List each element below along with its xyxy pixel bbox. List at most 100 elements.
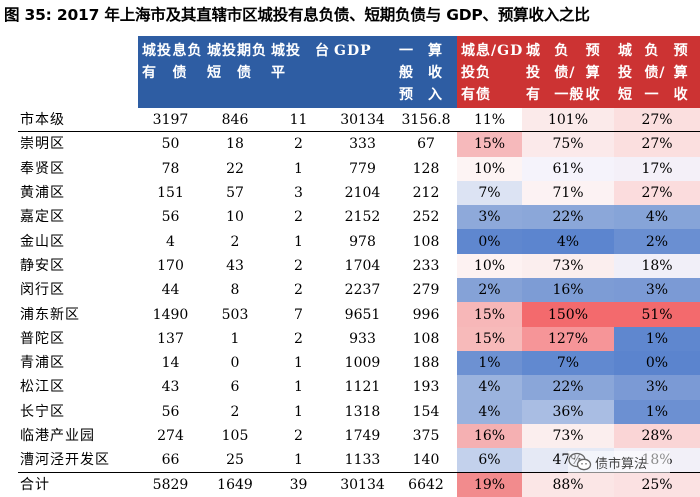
cell-debt: 50 <box>161 136 180 153</box>
header-budget: 一般预 算收入 <box>395 36 457 108</box>
cell-short: 43 <box>226 257 244 274</box>
cell-short-budget: 1% <box>614 399 700 424</box>
cell-debt-budget: 71% <box>522 180 614 206</box>
row-label: 漕河泾开发区 <box>20 452 110 469</box>
cell-debt-budget: 36% <box>522 399 614 424</box>
cell-platforms: 39 <box>267 472 330 496</box>
cell-gdp: 1318 <box>344 403 381 420</box>
watermark-text: 债市算法 <box>595 456 648 472</box>
cell-short-budget: 51% <box>614 302 700 327</box>
header-line: 息负债 <box>476 43 491 103</box>
cell-budget: 140 <box>412 452 440 469</box>
watermark: 债市算法 <box>568 451 670 473</box>
cell-gdp: 1009 <box>344 355 381 372</box>
cell-short: 57 <box>226 185 244 202</box>
cell-platforms: 2 <box>294 209 303 226</box>
header-debt: 城投有 息负债 <box>138 36 203 108</box>
row-label: 青浦区 <box>20 355 65 372</box>
cell-gdp: 9651 <box>344 306 381 323</box>
row-label: 金山区 <box>20 233 65 250</box>
debt-ratio-table: 城投有息负债城投短期负债城投平台GDP一般预算收入城投有息负债/GDP城投有息负… <box>18 36 700 497</box>
header-line: 期负债 <box>237 43 267 81</box>
cell-short: 10 <box>226 209 244 226</box>
cell-short: 2 <box>230 403 240 420</box>
row-label: 长宁区 <box>20 403 65 420</box>
cell-platforms: 2 <box>294 257 303 274</box>
cell-budget: 108 <box>412 330 440 347</box>
cell-debt-gdp: 1% <box>457 350 522 376</box>
cell-short-budget: 0% <box>614 350 700 376</box>
row-label: 黄浦区 <box>20 185 65 202</box>
cell-short: 1 <box>230 330 240 347</box>
header-region <box>18 36 138 108</box>
cell-debt: 14 <box>161 355 180 372</box>
cell-budget: 6642 <box>395 472 457 496</box>
cell-platforms: 7 <box>294 306 303 323</box>
row-label: 普陀区 <box>20 330 65 347</box>
cell-debt-gdp: 19% <box>457 472 522 497</box>
cell-gdp: 779 <box>349 160 376 177</box>
cell-budget: 279 <box>412 282 440 299</box>
row-label: 嘉定区 <box>20 209 65 226</box>
cell-short-budget: 1% <box>614 326 700 351</box>
cell-short-budget: 25% <box>614 472 700 497</box>
cell-debt-gdp: 4% <box>457 399 522 424</box>
cell-gdp: 1749 <box>344 428 381 444</box>
cell-debt-budget: 4% <box>522 229 614 254</box>
figure-title: 图 35: 2017 年上海市及其直辖市区城投有息负债、短期负债与 GDP、预算… <box>4 6 590 24</box>
header-line: 城投短 <box>207 43 237 81</box>
cell-debt-gdp: 15% <box>457 132 522 157</box>
cell-budget: 193 <box>412 379 440 396</box>
cell-short-budget: 3% <box>614 278 700 303</box>
cell-debt-budget: 61% <box>522 156 614 181</box>
cell-debt-budget: 22% <box>522 375 614 400</box>
cell-debt-budget: 75% <box>522 132 614 157</box>
cell-gdp: 30134 <box>330 472 395 496</box>
cell-budget: 375 <box>412 428 440 444</box>
cell-short-budget: 3% <box>614 375 700 400</box>
cell-short: 8 <box>230 282 240 299</box>
row-label: 市本级 <box>18 108 138 133</box>
cell-platforms: 1 <box>294 233 303 250</box>
cell-short-budget: 17% <box>614 156 700 181</box>
cell-short: 18 <box>226 136 244 153</box>
header-line: 负债/一般 <box>644 43 666 103</box>
cell-short: 22 <box>226 160 244 177</box>
header-short: 城投短 期负债 <box>203 36 267 108</box>
header-line: 算收入 <box>428 43 443 103</box>
cell-gdp: 333 <box>349 136 376 153</box>
cell-debt: 56 <box>161 403 180 420</box>
cell-short-budget: 28% <box>614 423 700 449</box>
header-line: 预算收入 <box>673 43 689 103</box>
cell-short-budget: 27% <box>614 180 700 206</box>
cell-platforms: 2 <box>294 330 303 347</box>
cell-platforms: 1 <box>294 403 303 420</box>
cell-debt-gdp: 10% <box>457 156 522 181</box>
cell-short: 105 <box>221 428 249 444</box>
cell-budget: 212 <box>412 185 440 202</box>
cell-debt: 4 <box>166 233 175 250</box>
header-line: 息负债 <box>172 43 203 81</box>
cell-platforms: 1 <box>294 160 303 177</box>
header-debt-gdp: 城投有息负债/GDP <box>457 36 522 108</box>
cell-debt-gdp: 15% <box>457 326 522 351</box>
cell-short-budget: 2% <box>614 229 700 254</box>
cell-gdp: 1704 <box>344 257 381 274</box>
cell-budget: 996 <box>412 306 440 323</box>
cell-gdp: 933 <box>349 330 376 347</box>
cell-platforms: 2 <box>294 428 303 444</box>
cell-gdp: 2237 <box>344 282 381 299</box>
cell-short: 1649 <box>203 472 267 496</box>
cell-debt-gdp: 16% <box>457 423 522 449</box>
cell-gdp: 1133 <box>344 452 381 469</box>
cell-debt-budget: 150% <box>522 302 614 327</box>
cell-debt: 274 <box>157 428 184 444</box>
cell-debt-gdp: 11% <box>457 108 522 133</box>
cell-debt: 137 <box>157 330 184 347</box>
cell-debt: 5829 <box>138 472 203 496</box>
header-line: 城投有 <box>461 43 476 103</box>
header-line: 台 <box>315 43 330 59</box>
cell-debt: 1490 <box>152 306 189 323</box>
